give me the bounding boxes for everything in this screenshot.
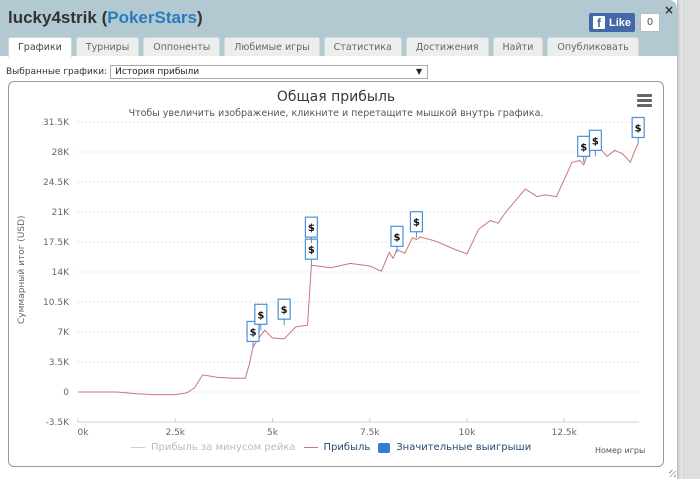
- big-win-flag[interactable]: $: [577, 135, 591, 163]
- big-win-flag[interactable]: $: [409, 211, 424, 238]
- tab-graphs[interactable]: Графики: [8, 37, 72, 57]
- graph-selector-label: Выбранные графики:: [6, 67, 108, 77]
- svg-text:2.5k: 2.5k: [165, 428, 185, 438]
- player-name: lucky4strik: [8, 8, 97, 27]
- facebook-icon: f: [593, 16, 605, 30]
- close-icon[interactable]: ×: [664, 3, 675, 17]
- tab-tournaments[interactable]: Турниры: [75, 37, 140, 56]
- big-win-flag[interactable]: $: [631, 116, 645, 144]
- svg-text:$: $: [257, 310, 264, 321]
- svg-text:0: 0: [63, 388, 69, 398]
- dropdown-arrow-icon: ▼: [416, 67, 423, 76]
- gridlines: [78, 121, 639, 423]
- svg-text:$: $: [592, 136, 599, 147]
- chart-plot[interactable]: -3.5K 0 3.5K 7K 10.5K 14K 17.5K 21K 24.5K 28K 31.5…: [9, 82, 663, 466]
- chart-subtitle: Чтобы увеличить изображение, кликните и …: [128, 108, 544, 119]
- like-label: Like: [609, 16, 632, 29]
- like-count: 0: [636, 13, 660, 32]
- big-win-flag[interactable]: $: [390, 225, 404, 253]
- svg-text:24.5K: 24.5K: [43, 178, 70, 188]
- x-axis-title: Номер игры: [595, 446, 646, 455]
- profit-line: [78, 142, 639, 396]
- tab-bar: Графики Турниры Оппоненты Любимые игры С…: [8, 37, 639, 57]
- graph-selector-row: Выбранные графики: История прибыли ▼: [6, 65, 429, 79]
- big-win-flags: $$ $$$$$$$$: [246, 116, 645, 348]
- big-win-flag[interactable]: $: [304, 238, 318, 266]
- big-win-flag[interactable]: $: [304, 216, 318, 244]
- svg-text:$: $: [308, 223, 315, 234]
- chart-container[interactable]: Общая прибыль Чтобы увеличить изображени…: [8, 81, 664, 467]
- svg-text:7K: 7K: [57, 328, 70, 338]
- y-axis-title: Суммарный итог (USD): [17, 215, 27, 324]
- resize-handle[interactable]: [669, 470, 676, 477]
- site-link[interactable]: PokerStars: [107, 8, 198, 27]
- facebook-like-button[interactable]: f Like: [589, 13, 635, 32]
- svg-text:31.5K: 31.5K: [43, 118, 70, 128]
- big-win-flag[interactable]: $: [254, 303, 268, 331]
- tab-achievements[interactable]: Достижения: [405, 37, 489, 56]
- graph-selector-dropdown[interactable]: История прибыли ▼: [110, 65, 429, 79]
- legend-item-profit[interactable]: Прибыль: [303, 442, 370, 453]
- svg-text:3.5K: 3.5K: [49, 358, 70, 368]
- stats-window: lucky4strik (PokerStars) f Like 0 × Граф…: [0, 0, 678, 479]
- svg-text:5k: 5k: [267, 428, 279, 438]
- legend-item-rake[interactable]: Прибыль за минусом рейка: [131, 442, 296, 453]
- svg-text:$: $: [393, 232, 400, 243]
- svg-text:$: $: [281, 305, 288, 316]
- svg-text:$: $: [635, 123, 642, 134]
- chart-legend: Прибыль за минусом рейка Прибыль Значите…: [131, 442, 539, 453]
- x-axis-ticks: 0k 2.5k 5k 7.5k 10k 12.5k: [77, 417, 578, 438]
- svg-text:28K: 28K: [52, 148, 70, 158]
- tab-statistics[interactable]: Статистика: [323, 37, 402, 56]
- big-win-flag[interactable]: $: [277, 298, 291, 326]
- legend-line-icon: [303, 447, 318, 448]
- svg-text:10k: 10k: [459, 428, 476, 438]
- svg-text:$: $: [413, 218, 420, 229]
- window-title: lucky4strik (PokerStars): [8, 8, 203, 27]
- tab-publish[interactable]: Опубликовать: [547, 37, 639, 56]
- svg-text:14K: 14K: [52, 268, 70, 278]
- svg-text:21K: 21K: [52, 208, 70, 218]
- svg-text:7.5k: 7.5k: [360, 428, 380, 438]
- page-scrollbar[interactable]: [683, 0, 700, 479]
- big-win-flag[interactable]: $: [588, 129, 602, 157]
- legend-line-icon: [131, 447, 145, 448]
- tab-opponents[interactable]: Оппоненты: [143, 37, 221, 56]
- svg-text:12.5k: 12.5k: [552, 428, 578, 438]
- big-win-flag[interactable]: $: [246, 320, 260, 348]
- legend-square-icon: [378, 442, 391, 453]
- svg-text:0k: 0k: [78, 428, 90, 438]
- y-axis-ticks: -3.5K 0 3.5K 7K 10.5K 14K 17.5K 21K 24.5K 28K 31.5…: [43, 118, 70, 428]
- chart-menu-icon[interactable]: [637, 94, 652, 109]
- svg-text:10.5K: 10.5K: [43, 298, 70, 308]
- tab-favorite-games[interactable]: Любимые игры: [224, 37, 320, 56]
- chart-title: Общая прибыль: [276, 89, 396, 105]
- svg-text:-3.5K: -3.5K: [46, 418, 71, 428]
- tab-search[interactable]: Найти: [492, 37, 544, 56]
- svg-text:$: $: [250, 327, 257, 338]
- svg-text:$: $: [308, 245, 315, 256]
- legend-item-big-wins[interactable]: Значительные выигрыши: [378, 442, 531, 453]
- window-header: lucky4strik (PokerStars) f Like 0 × Граф…: [0, 0, 677, 57]
- svg-text:$: $: [580, 142, 587, 153]
- graph-selector-value: История прибыли: [115, 67, 200, 77]
- svg-text:17.5K: 17.5K: [43, 238, 70, 248]
